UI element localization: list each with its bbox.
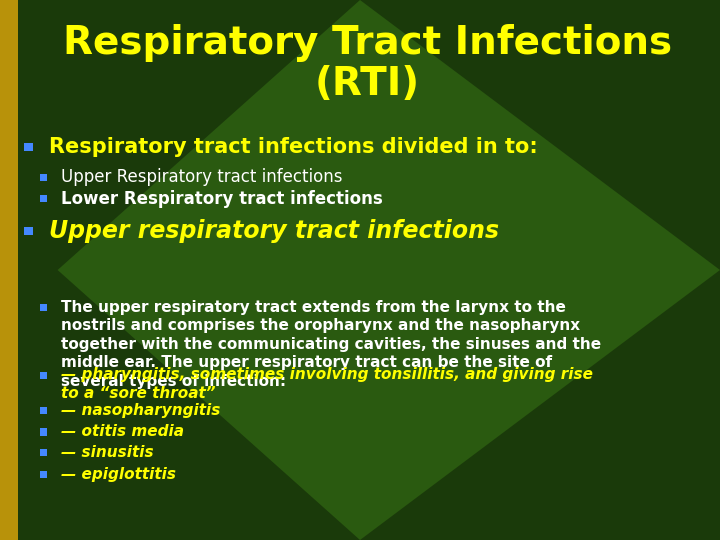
Text: — pharyngitis, sometimes involving tonsillitis, and giving rise
to a “sore throa: — pharyngitis, sometimes involving tonsi… (61, 367, 593, 401)
Bar (40, 449, 47, 456)
Text: Respiratory tract infections divided in to:: Respiratory tract infections divided in … (49, 137, 538, 157)
Bar (40, 372, 47, 379)
Bar (40, 470, 47, 478)
Text: (RTI): (RTI) (315, 65, 420, 103)
Text: Lower Respiratory tract infections: Lower Respiratory tract infections (61, 190, 383, 208)
Text: — epiglottitis: — epiglottitis (61, 467, 176, 482)
Bar (40, 195, 47, 202)
Text: Upper Respiratory tract infections: Upper Respiratory tract infections (61, 168, 343, 186)
Text: Respiratory Tract Infections: Respiratory Tract Infections (63, 24, 672, 62)
Bar (40, 428, 47, 436)
Text: The upper respiratory tract extends from the larynx to the
nostrils and comprise: The upper respiratory tract extends from… (61, 300, 601, 389)
Bar (40, 173, 47, 181)
Bar (24, 227, 33, 235)
Text: Upper respiratory tract infections: Upper respiratory tract infections (49, 219, 499, 243)
Bar (24, 143, 33, 151)
Bar (40, 304, 47, 312)
Bar (40, 407, 47, 414)
Text: — otitis media: — otitis media (61, 424, 184, 440)
Text: — sinusitis: — sinusitis (61, 445, 154, 460)
Bar (0, 0, 18, 540)
Polygon shape (58, 0, 720, 540)
Text: — nasopharyngitis: — nasopharyngitis (61, 403, 220, 418)
